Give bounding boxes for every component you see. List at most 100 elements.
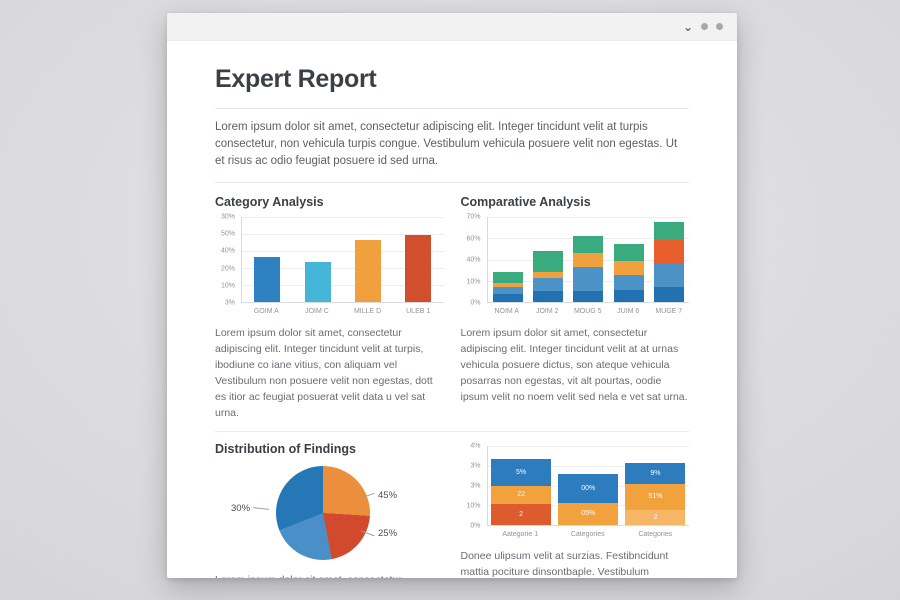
segment-label: 51% [648, 493, 663, 501]
y-tick-label: 10% [466, 278, 481, 285]
bar [613, 217, 644, 302]
bar-segment [613, 289, 644, 302]
gridline [242, 217, 444, 218]
callout-label: 45% [378, 490, 398, 501]
window-dot-icon[interactable] [701, 23, 708, 30]
bar-segment: 2 [491, 504, 552, 525]
plot: 2 22 5% 05% 00% 2 51% 9% [486, 446, 690, 526]
segment-label: 05% [581, 510, 596, 518]
section-heading: Distribution of Findings [215, 442, 356, 456]
segment-label: 22 [517, 491, 525, 499]
bar [354, 239, 381, 302]
bar-segment: 22 [491, 485, 552, 505]
y-tick-label: 50% [220, 230, 235, 238]
bar [573, 217, 604, 302]
bar-slot [649, 217, 689, 302]
x-axis-labels: GOIM A JOIM C MILLE D ULEB 1 [241, 308, 444, 315]
gridline [242, 251, 444, 252]
segment-label: 2 [519, 511, 524, 519]
x-tick-label: Aategorie 1 [502, 531, 539, 538]
y-tick-label: 40% [466, 256, 481, 264]
y-tick-label: 30% [220, 213, 235, 221]
bar-segment: 5% [491, 458, 552, 486]
charts-row-1: Category Analysis 30% 50% 40% 20% 10% 3% GOIM … [215, 193, 689, 421]
window-controls: ⌄ [682, 19, 723, 34]
bar-slot: 05% 00% [555, 446, 622, 525]
bar: 05% 00% [558, 446, 619, 525]
bar-segment [573, 236, 604, 254]
plot-area: 2 22 5% 05% 00% 2 51% 9% Aategorie 1 Categories Ca… [486, 446, 690, 538]
plot [486, 217, 690, 303]
charts-row-2: Distribution of Findings 45%25%30% Lorem… [215, 440, 689, 578]
bar-segment: 2 [625, 510, 686, 525]
y-tick-label: 0% [470, 299, 481, 307]
segment-label: 9% [650, 470, 661, 478]
bar-slot [608, 217, 648, 302]
x-tick-label: NOIM A [494, 308, 519, 315]
chevron-down-icon[interactable]: ⌄ [682, 19, 693, 34]
x-tick-label: MUGE 7 [655, 308, 683, 315]
window-titlebar: ⌄ [167, 13, 737, 41]
x-tick-label: JUIM 6 [617, 308, 640, 315]
y-tick-label: 3% [470, 462, 481, 470]
bar [405, 235, 432, 302]
window-dot-icon[interactable] [716, 23, 723, 30]
bars: 2 22 5% 05% 00% 2 51% 9% [488, 446, 690, 525]
segment-label: 5% [516, 468, 527, 476]
divider [215, 182, 689, 183]
y-axis: 4% 3% 3% 10% 0% [461, 443, 487, 530]
report-window: ⌄ Expert Report Lorem ipsum dolor sit am… [167, 13, 737, 578]
callout-label: 30% [231, 503, 251, 514]
y-tick-label: 0% [470, 522, 481, 530]
callout-leader-line [361, 492, 375, 499]
x-axis-labels: NOIM A JOIM 2 MOUG 5 JUIM 6 MUGE 7 [487, 308, 690, 315]
report-page: Expert Report Lorem ipsum dolor sit amet… [167, 65, 737, 578]
bar-segment [573, 291, 604, 302]
bar: 2 22 5% [491, 446, 552, 525]
comparative-analysis-chart: 70% 60% 40% 10% 0% NOIM A JOIM 2 MOUG 5 JUIM 6 MU… [461, 213, 690, 315]
y-tick-label: 70% [466, 213, 481, 221]
gridline [487, 465, 689, 467]
page-title: Expert Report [215, 65, 377, 93]
plot [241, 217, 444, 303]
gridline [487, 446, 689, 447]
bar-slot [568, 217, 608, 302]
category-analysis-chart: 30% 50% 40% 20% 10% 3% GOIM A JOIM C MILLE D ULEB… [215, 213, 444, 315]
bar [304, 262, 331, 302]
section-body: Lorem ipsum dolor sit amet, consectetur … [460, 327, 688, 403]
plot-area: GOIM A JOIM C MILLE D ULEB 1 [241, 217, 444, 315]
x-axis-labels: Aategorie 1 Categories Categories [487, 531, 690, 538]
bar-segment [573, 266, 604, 292]
x-tick-label: GOIM A [253, 308, 279, 315]
bar-segment [492, 271, 523, 283]
section-body: Lorem ipsum dolor sit amet, consectetur … [215, 327, 433, 419]
bar-segment [653, 287, 684, 302]
y-tick-label: 40% [220, 247, 235, 255]
x-tick-label: JOIM C [305, 308, 329, 315]
bar-segment [653, 221, 684, 241]
x-tick-label: MOUG 5 [573, 308, 602, 315]
distribution-of-findings-section: Distribution of Findings 45% 25% 30% Lorem… [215, 440, 444, 578]
gridline [487, 217, 689, 218]
y-tick-label: 20% [220, 265, 235, 273]
gridline [242, 285, 444, 286]
bar-segment [653, 264, 684, 288]
bar-segment [653, 240, 684, 265]
bar-slot [393, 217, 443, 302]
bar [532, 217, 563, 302]
comparative-analysis-section: Comparative Analysis 70% 60% 40% 10% 0% NOIM … [460, 193, 690, 421]
bar-segment [532, 277, 563, 292]
bar-segment: 9% [625, 463, 686, 484]
bars [488, 217, 690, 302]
bar-segment [613, 260, 644, 276]
divider [215, 108, 689, 109]
segment-label: 00% [581, 485, 596, 493]
callout-leader-line [361, 530, 375, 537]
section-heading: Comparative Analysis [460, 195, 591, 209]
x-tick-label: MILLE D [353, 308, 382, 315]
bar-segment: 51% [625, 483, 686, 510]
gridline [242, 234, 444, 235]
y-axis: 70% 60% 40% 10% 0% [461, 213, 487, 307]
